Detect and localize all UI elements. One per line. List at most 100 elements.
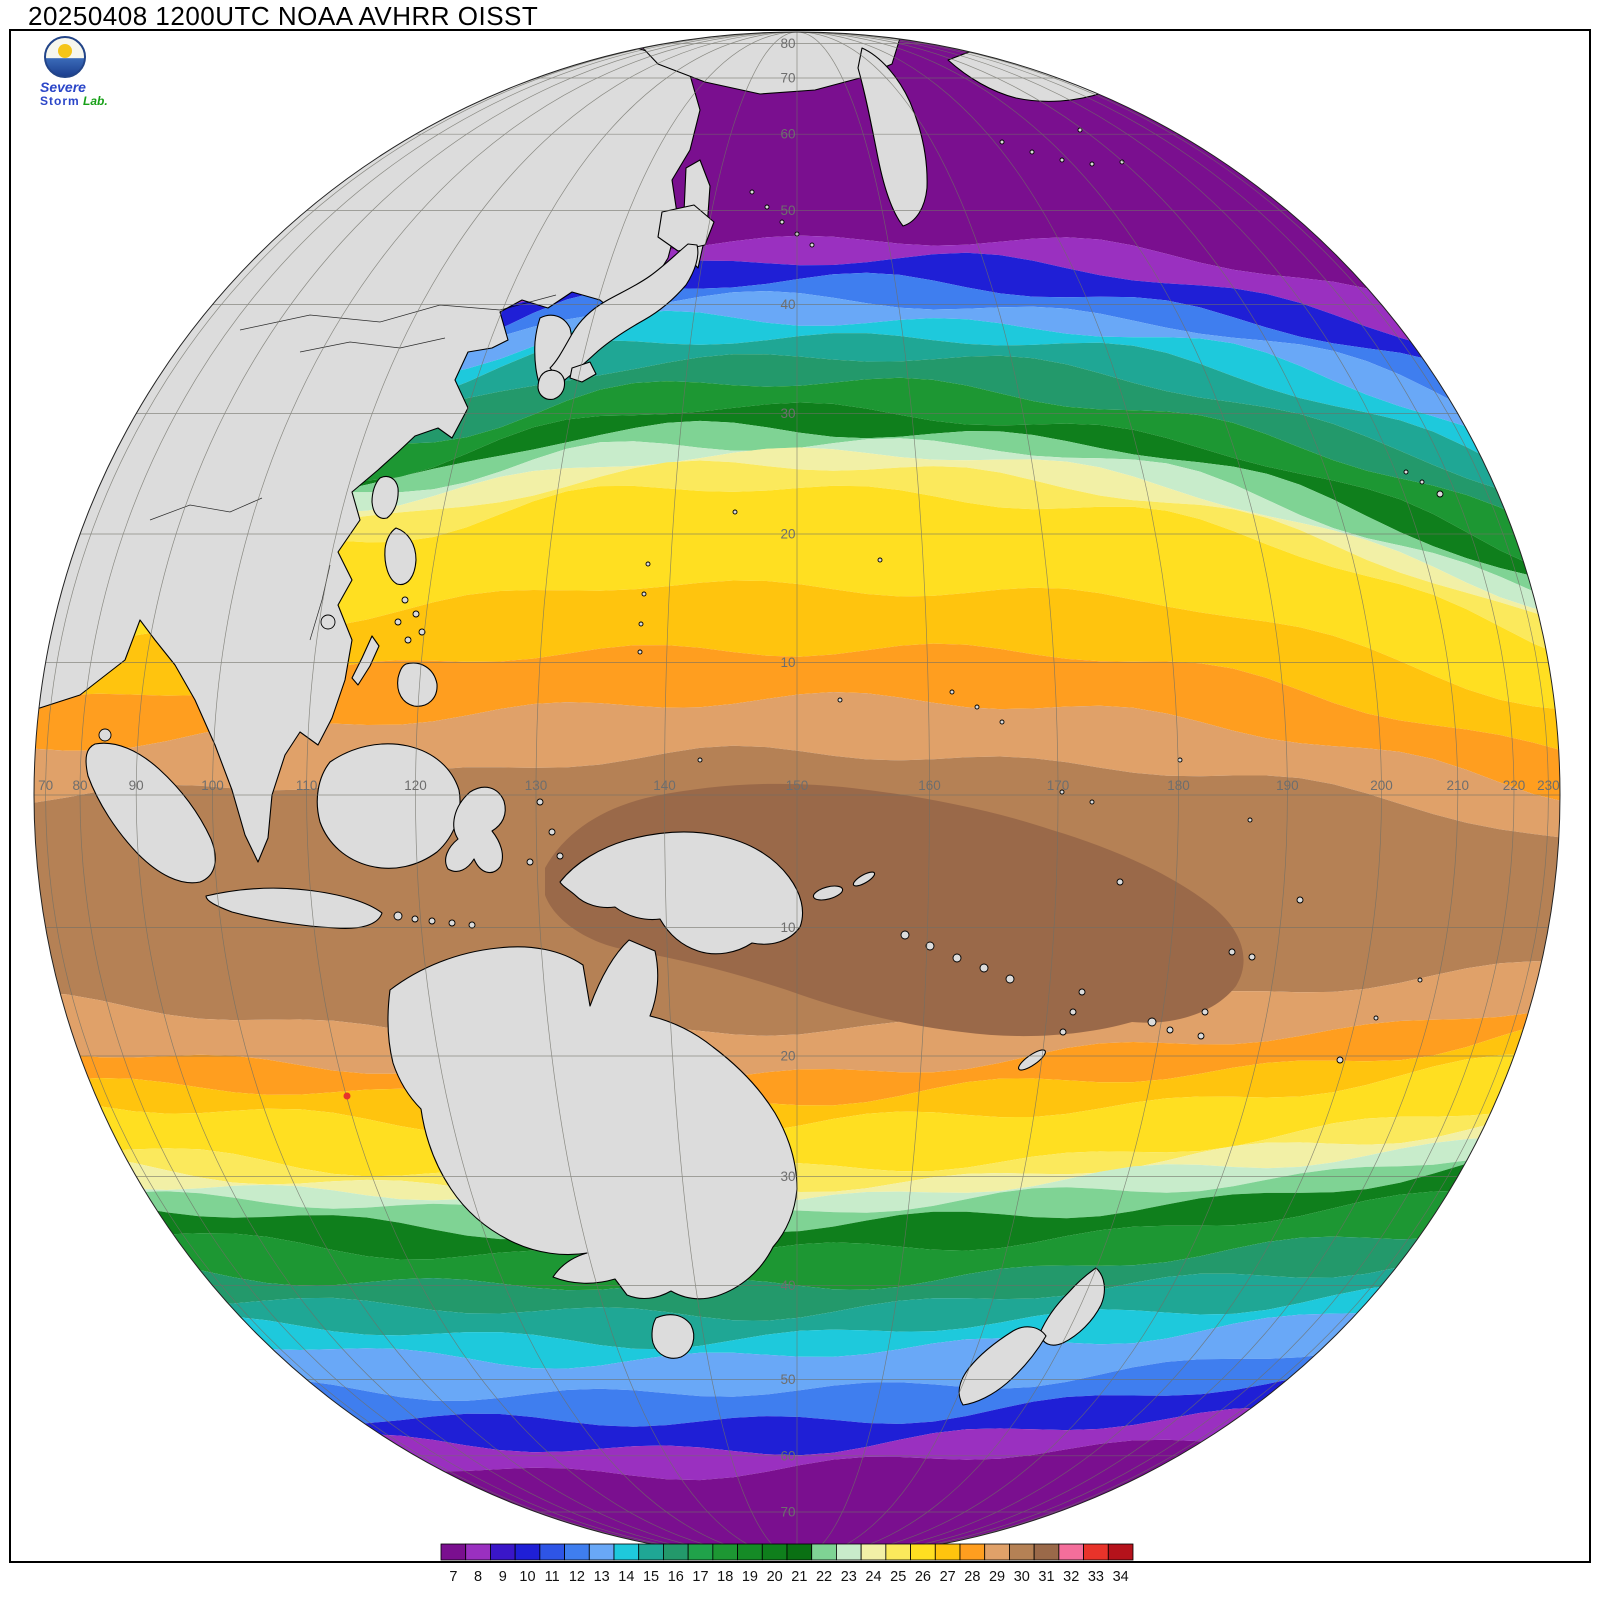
island-dot (979, 963, 989, 973)
island-dot (1005, 974, 1015, 984)
land-philippines-mindanao (397, 662, 438, 707)
land-tasmania (651, 1314, 695, 1359)
colorbar-cell (514, 1543, 541, 1561)
colorbar-tick: 16 (668, 1569, 684, 1585)
sst-band-29c (34, 692, 1560, 848)
colorbar-tick: 27 (940, 1569, 956, 1585)
logo-word-storm: Storm (40, 94, 80, 109)
colorbar-tick: 19 (742, 1569, 758, 1585)
lon-label: 70 (38, 778, 53, 793)
island-dot (1436, 490, 1444, 498)
island-dot (394, 618, 402, 626)
island-dot (732, 509, 738, 515)
island-dot (1059, 789, 1065, 795)
island-dot (320, 614, 336, 630)
island-dot (411, 915, 419, 923)
island-dot (448, 919, 456, 927)
island-dot (1248, 953, 1256, 961)
land-sulawesi (445, 786, 506, 874)
sst-band-12c (34, 272, 1560, 450)
colorbar-cell (638, 1543, 664, 1561)
lat-label: 50 (780, 1372, 795, 1387)
colorbar-tick: 33 (1088, 1569, 1104, 1585)
sst-band-28c (34, 996, 1560, 1111)
colorbar-cell (1083, 1543, 1109, 1561)
island-dot (1059, 1028, 1067, 1036)
sst-band-23c (34, 438, 1560, 624)
island-dot (949, 689, 955, 695)
colorbar-cell (910, 1543, 936, 1561)
island-dot (749, 189, 755, 195)
sst-band-18c (34, 377, 1560, 576)
colorbar-cell (786, 1543, 813, 1561)
island-dot (468, 921, 476, 929)
colorbar-cell (860, 1543, 887, 1561)
noaa-emblem-icon (44, 36, 86, 78)
lon-label: 130 (525, 778, 548, 793)
colorbar-tick: 14 (618, 1569, 634, 1585)
island-dot (999, 139, 1005, 145)
border-line (149, 497, 263, 521)
colorbar-tick: 10 (519, 1569, 535, 1585)
colorbar-tick: 28 (964, 1569, 980, 1585)
colorbar-cell (836, 1543, 862, 1561)
sst-band-23c (34, 1122, 1560, 1225)
island-dot (637, 649, 643, 655)
lon-label: 100 (201, 778, 224, 793)
colorbar-cell (1058, 1543, 1084, 1561)
lon-label: 80 (72, 778, 87, 793)
island-dot (974, 704, 980, 710)
sst-band-12c (34, 1316, 1560, 1427)
lon-label: 160 (918, 778, 941, 793)
colorbar-cell (761, 1543, 788, 1561)
island-dot (98, 728, 112, 742)
lon-label: 210 (1447, 778, 1470, 793)
colorbar-tick: 8 (474, 1569, 482, 1585)
colorbar-cell (687, 1543, 714, 1561)
colorbar-cell (490, 1543, 516, 1561)
colorbar-tick: 32 (1063, 1569, 1079, 1585)
island-dot (1177, 757, 1183, 763)
lon-label: 120 (404, 778, 427, 793)
land-taiwan (371, 475, 399, 519)
storm-lab-logo: Severe Storm Lab. (40, 36, 160, 109)
island-layer (98, 127, 1444, 1064)
colorbar-cell (811, 1543, 837, 1561)
lat-label: 40 (780, 1278, 795, 1293)
lon-label: 190 (1276, 778, 1299, 793)
island-dot (526, 858, 534, 866)
island-dot (1419, 479, 1425, 485)
colorbar-tick: 18 (717, 1569, 733, 1585)
colorbar-tick: 15 (643, 1569, 659, 1585)
colorbar: 7 8 9 10 11 12 13 14 15 16 17 18 19 20 21 22 23 24 25 26 27 2… (440, 1543, 1134, 1585)
logo-word-lab: Lab. (83, 94, 108, 109)
island-dot (1296, 896, 1304, 904)
lon-label: 150 (786, 778, 809, 793)
island-dot (401, 596, 409, 604)
sst-band-10c (34, 1344, 1560, 1456)
island-dot (697, 757, 703, 763)
colorbar-tick: 7 (449, 1569, 457, 1585)
land-new-ireland (852, 871, 876, 887)
sst-band-16c (34, 1208, 1560, 1321)
sst-band-25c (34, 460, 1560, 658)
island-dot (393, 911, 403, 921)
lon-label: 200 (1370, 778, 1393, 793)
warm-anomaly-dot (343, 1092, 351, 1100)
island-dot (418, 628, 426, 636)
sst-band-13c (34, 291, 1560, 472)
sst-band-22c (34, 420, 1560, 610)
colorbar-tick: 11 (545, 1569, 560, 1585)
island-dot (1201, 1008, 1209, 1016)
island-dot (809, 242, 815, 248)
lat-label: 70 (780, 1505, 795, 1520)
sst-band-22c (34, 1133, 1560, 1240)
island-dot (1403, 469, 1409, 475)
colorbar-cell (984, 1543, 1010, 1561)
sst-band-14c (34, 1260, 1560, 1369)
colorbar-tick: 22 (816, 1569, 832, 1585)
sst-band-16c (34, 354, 1560, 548)
island-dot (1417, 977, 1423, 983)
lat-label: 50 (780, 203, 795, 218)
colorbar-tick: 17 (692, 1569, 708, 1585)
